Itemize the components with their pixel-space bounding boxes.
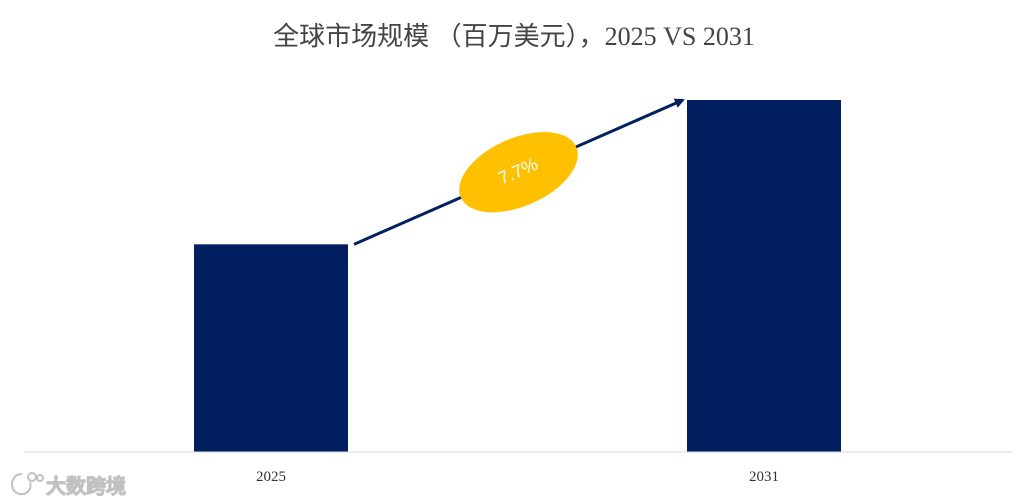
bars-layer [194,100,841,452]
bar-2025 [194,244,348,452]
bar-2031 [687,100,841,452]
watermark: 大数跨境 [11,472,127,499]
cagr-annotation: 7.7% [353,98,685,246]
x-tick-label-2031: 2031 [749,469,779,485]
chart-title: 全球市场规模 （百万美元），2025 VS 2031 [273,22,755,51]
x-tick-label-2025: 2025 [256,469,286,485]
watermark-text: 大数跨境 [46,474,126,498]
x-tick-labels: 2025 2031 [256,469,779,485]
logo-icon [11,472,44,496]
cagr-badge [459,132,578,213]
